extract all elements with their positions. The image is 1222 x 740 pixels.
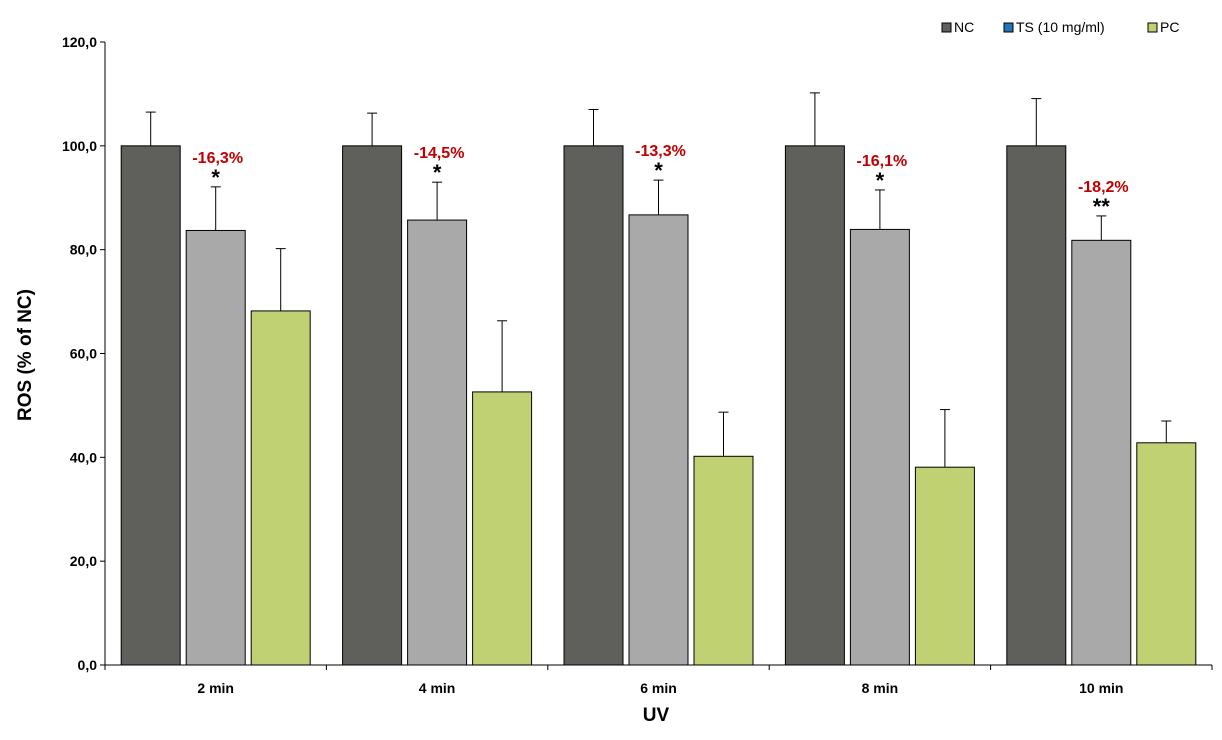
bar-ts-10-mg-ml-2-min [185,229,246,666]
legend-swatch-pc [1147,22,1158,33]
y-tick-label: 120,0 [62,34,97,50]
percent-change-4-min: -14,5% [414,145,465,162]
bar-nc-6-min [563,145,624,666]
legend: NC TS (10 mg/ml) PC [941,19,1179,35]
bar-nc-2-min [120,145,181,666]
bar-ts-10-mg-ml-10-min [1071,239,1132,666]
percent-change-6-min: -13,3% [635,143,686,160]
bars [120,145,1197,666]
y-axis: 0,0 20,0 40,0 60,0 80,0 100,0 120,0 [62,34,106,673]
significance-marker-8-min: * [876,168,885,193]
y-axis-title: ROS (% of NC) [15,289,36,421]
bar-nc-8-min [784,145,845,666]
bar-ts-10-mg-ml-4-min [407,219,468,666]
percent-change-2-min: -16,3% [192,150,243,167]
bar-pc-10-min [1136,442,1197,666]
y-tick-label: 100,0 [62,138,97,154]
y-tick-label: 0,0 [78,657,98,673]
legend-label-nc: NC [954,19,974,35]
x-tick-label: 6 min [640,680,677,696]
significance-marker-4-min: * [433,160,442,185]
bar-pc-4-min [472,391,533,666]
significance-marker-6-min: * [654,158,663,183]
bar-nc-10-min [1006,145,1067,666]
bar-ts-10-mg-ml-8-min [849,228,910,666]
bar-ts-10-mg-ml-6-min [628,214,689,666]
legend-label-pc: PC [1160,19,1179,35]
y-tick-label: 60,0 [70,346,97,362]
significance-marker-2-min: * [211,165,220,190]
legend-label-ts-10-mg-ml: TS (10 mg/ml) [1016,19,1105,35]
percent-change-8-min: -16,1% [857,153,908,170]
x-tick-label: 2 min [197,680,234,696]
y-tick-label: 40,0 [70,449,97,465]
x-tick-label: 4 min [419,680,456,696]
bar-pc-8-min [914,466,975,666]
y-tick-label: 20,0 [70,553,97,569]
percent-change-10-min: -18,2% [1078,179,1129,196]
legend-swatch-ts-10-mg-ml [1003,22,1014,33]
bar-pc-6-min [693,455,754,666]
x-axis: 2 min 4 min 6 min 8 min 10 min [104,664,1213,696]
bar-nc-4-min [342,145,403,666]
significance-marker-10-min: ** [1093,194,1111,219]
x-axis-title: UV [643,705,670,726]
error-bars [145,92,1172,468]
bar-pc-2-min [250,310,311,666]
legend-swatch-nc [941,22,952,33]
x-tick-label: 8 min [862,680,899,696]
annotations: *-16,3%*-14,5%*-13,3%*-16,1%**-18,2% [192,143,1128,219]
x-tick-label: 10 min [1079,680,1123,696]
y-tick-label: 80,0 [70,242,97,258]
